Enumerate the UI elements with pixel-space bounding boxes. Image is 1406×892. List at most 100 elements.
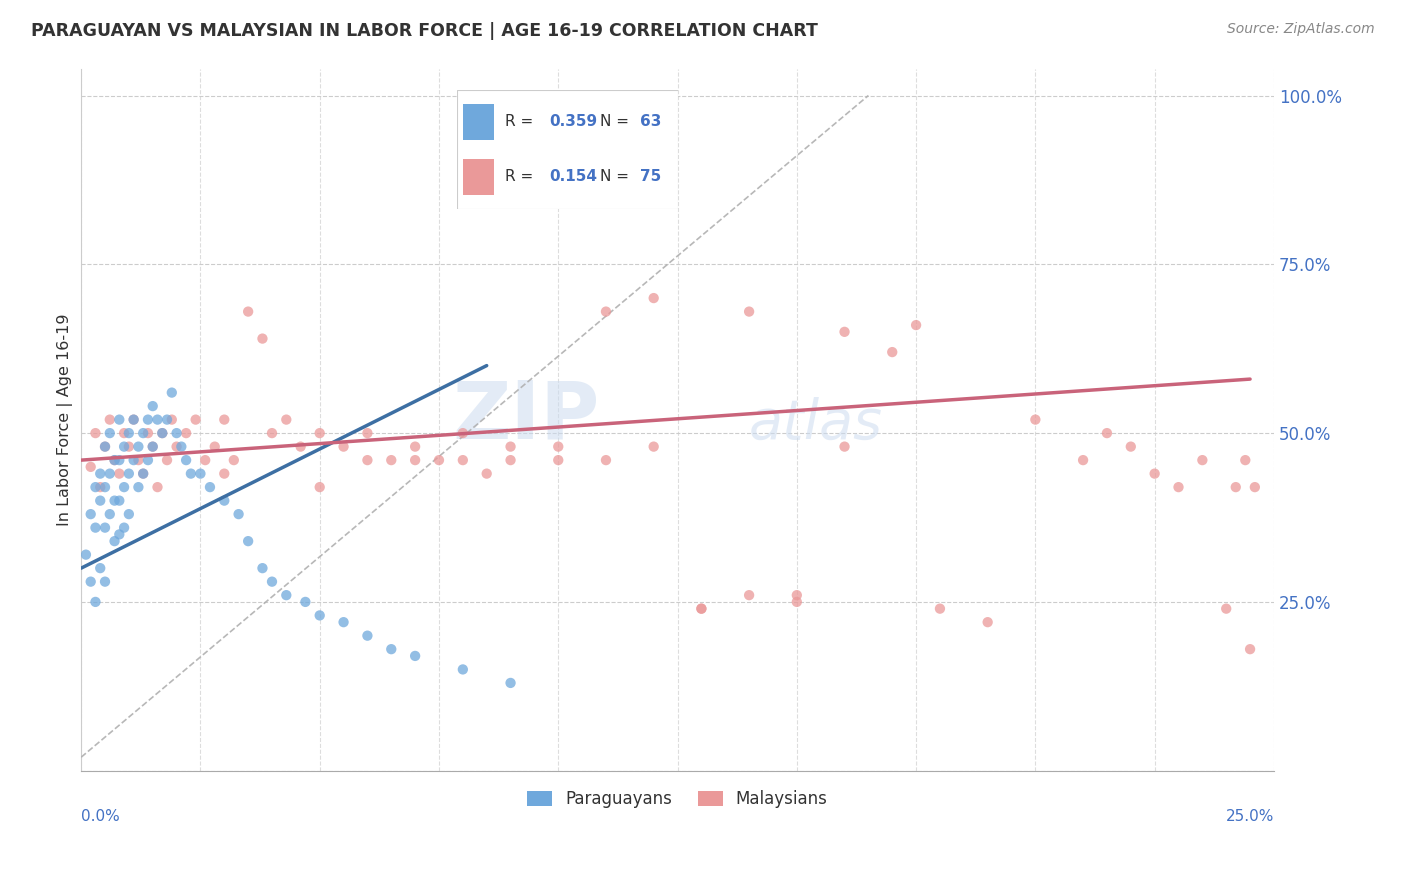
Point	[786, 595, 808, 609]
Point	[160, 412, 183, 426]
Point	[127, 480, 149, 494]
Point	[118, 467, 141, 481]
Point	[84, 521, 107, 535]
Point	[103, 493, 125, 508]
Point	[1024, 412, 1046, 426]
Point	[451, 426, 474, 441]
Point	[1243, 480, 1265, 494]
Point	[98, 412, 121, 426]
Point	[595, 304, 617, 318]
Point	[475, 467, 498, 481]
Point	[332, 440, 354, 454]
Point	[98, 467, 121, 481]
Point	[132, 467, 155, 481]
Point	[260, 426, 283, 441]
Point	[356, 453, 378, 467]
Point	[290, 440, 312, 454]
Point	[356, 629, 378, 643]
Point	[276, 588, 298, 602]
Point	[308, 426, 330, 441]
Point	[118, 426, 141, 441]
Text: 25.0%: 25.0%	[1226, 809, 1274, 824]
Point	[236, 534, 259, 549]
Point	[738, 304, 761, 318]
Point	[108, 412, 131, 426]
Point	[294, 595, 316, 609]
Point	[786, 588, 808, 602]
Point	[84, 595, 107, 609]
Point	[451, 662, 474, 676]
Point	[905, 318, 928, 332]
Point	[98, 426, 121, 441]
Text: Source: ZipAtlas.com: Source: ZipAtlas.com	[1227, 22, 1375, 37]
Point	[112, 426, 135, 441]
Point	[122, 412, 145, 426]
Point	[103, 453, 125, 467]
Point	[112, 521, 135, 535]
Point	[174, 453, 197, 467]
Legend: Paraguayans, Malaysians: Paraguayans, Malaysians	[520, 784, 834, 815]
Point	[108, 493, 131, 508]
Point	[127, 453, 149, 467]
Point	[222, 453, 245, 467]
Point	[89, 480, 111, 494]
Point	[214, 412, 236, 426]
Point	[170, 440, 193, 454]
Point	[142, 440, 165, 454]
Point	[308, 608, 330, 623]
Point	[332, 615, 354, 629]
Point	[108, 527, 131, 541]
Point	[404, 648, 426, 663]
Point	[1119, 440, 1142, 454]
Point	[1191, 453, 1213, 467]
Point	[190, 467, 212, 481]
Point	[150, 426, 173, 441]
Point	[136, 412, 159, 426]
Point	[132, 467, 155, 481]
Text: ZIP: ZIP	[453, 377, 600, 455]
Point	[976, 615, 998, 629]
Point	[108, 453, 131, 467]
Point	[112, 480, 135, 494]
Point	[1215, 601, 1237, 615]
Point	[1143, 467, 1166, 481]
Point	[184, 412, 207, 426]
Point	[89, 467, 111, 481]
Point	[834, 440, 856, 454]
Point	[404, 440, 426, 454]
Text: 0.0%: 0.0%	[82, 809, 120, 824]
Point	[80, 507, 103, 521]
Point	[132, 426, 155, 441]
Point	[499, 676, 522, 690]
Point	[118, 507, 141, 521]
Point	[103, 453, 125, 467]
Point	[643, 440, 665, 454]
Point	[94, 440, 117, 454]
Point	[89, 561, 111, 575]
Point	[156, 453, 179, 467]
Point	[160, 385, 183, 400]
Point	[252, 332, 274, 346]
Point	[84, 480, 107, 494]
Point	[451, 453, 474, 467]
Point	[882, 345, 904, 359]
Point	[690, 601, 713, 615]
Point	[174, 426, 197, 441]
Point	[122, 412, 145, 426]
Point	[1225, 480, 1247, 494]
Point	[94, 480, 117, 494]
Point	[142, 440, 165, 454]
Point	[98, 507, 121, 521]
Point	[380, 453, 402, 467]
Point	[204, 440, 226, 454]
Point	[214, 467, 236, 481]
Point	[427, 453, 450, 467]
Point	[108, 467, 131, 481]
Point	[1239, 642, 1261, 657]
Point	[643, 291, 665, 305]
Point	[404, 453, 426, 467]
Point	[156, 412, 179, 426]
Point	[595, 453, 617, 467]
Point	[89, 493, 111, 508]
Point	[84, 426, 107, 441]
